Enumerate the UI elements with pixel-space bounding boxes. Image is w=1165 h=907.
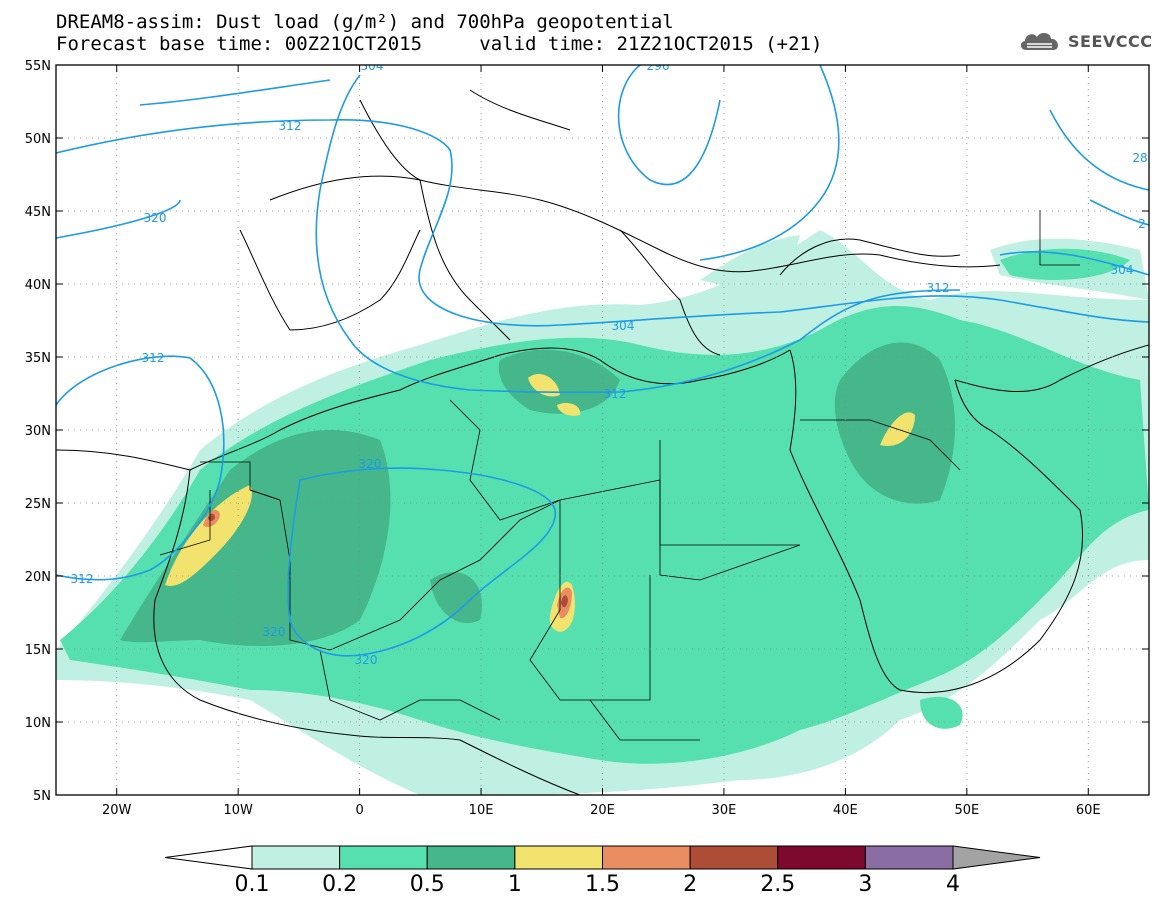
contour-label: 320 [359, 457, 382, 471]
colorbar-segment [864, 845, 954, 870]
lat-tick-label: 10N [25, 716, 51, 731]
colorbar-tick-label: 4 [946, 872, 960, 897]
lat-tick-label: 5N [33, 789, 51, 804]
lon-tick-label: 30E [712, 803, 737, 818]
contour-label: 304 [361, 59, 384, 73]
country-borders [159, 210, 1080, 741]
lon-tick-label: 10W [223, 803, 253, 818]
contour-label: 304 [612, 319, 635, 333]
coastlines [56, 89, 1149, 795]
contour-label: 312 [71, 572, 94, 586]
contour-label: 312 [927, 281, 950, 295]
graticule [56, 65, 1149, 795]
lon-tick-label: 20W [102, 803, 132, 818]
colorbar: 0.1 0.2 0.5 1 1.5 2 2.5 3 4 [164, 845, 1041, 897]
colorbar-over-arrow [952, 845, 1041, 870]
lat-tick-label: 40N [25, 278, 51, 293]
lat-tick-label: 25N [25, 497, 51, 512]
base-time-label: Forecast base time: 00Z21OCT2015 [56, 33, 423, 55]
colorbar-segment [514, 845, 603, 870]
lon-tick-label: 20E [590, 803, 615, 818]
lat-tick-label: 20N [25, 570, 51, 585]
axis-ticks: 20W 10W 0 10E 20E 30E 40E 50E 60E 55N 50N 45N 40N 35N… [25, 59, 1149, 818]
lon-tick-label: 50E [954, 803, 979, 818]
contour-label: 2 [1138, 217, 1146, 231]
cloud-icon [1020, 33, 1058, 50]
colorbar-segment [426, 845, 516, 870]
colorbar-segment [251, 845, 341, 870]
contour-label: 28 [1132, 151, 1147, 165]
colorbar-tick-label: 0.5 [410, 872, 445, 897]
contour-label: 312 [279, 119, 302, 133]
logo-text: SEEVCCC [1068, 31, 1153, 51]
colorbar-segment [689, 845, 779, 870]
lat-tick-label: 15N [25, 643, 51, 658]
contour-labels: 304 296 312 320 312 304 312 312 320 320 … [71, 59, 1148, 667]
contour-label: 296 [647, 59, 670, 73]
contour-label: 312 [604, 387, 627, 401]
valid-time-label: valid time: 21Z21OCT2015 (+21) [479, 33, 823, 55]
contour-label: 320 [263, 625, 286, 639]
colorbar-tick-label: 1 [508, 872, 522, 897]
colorbar-tick-label: 0.1 [235, 872, 270, 897]
map-title: DREAM8-assim: Dust load (g/m²) and 700hP… [56, 11, 674, 33]
contour-label: 312 [142, 351, 165, 365]
lat-tick-label: 35N [25, 351, 51, 366]
colorbar-under-arrow [164, 845, 253, 870]
colorbar-segment [339, 845, 428, 870]
geopotential-contours [56, 65, 1149, 657]
colorbar-tick-label: 2.5 [760, 872, 795, 897]
lon-tick-label: 0 [355, 803, 363, 818]
contour-label: 320 [144, 211, 167, 225]
colorbar-segment [777, 845, 866, 870]
contour-label: 304 [1111, 263, 1134, 277]
lon-tick-label: 10E [469, 803, 494, 818]
lat-tick-label: 50N [25, 132, 51, 147]
colorbar-tick-label: 1.5 [585, 872, 620, 897]
colorbar-tick-label: 0.2 [322, 872, 357, 897]
colorbar-segment [602, 845, 691, 870]
lon-tick-label: 60E [1076, 803, 1101, 818]
colorbar-tick-label: 2 [683, 872, 697, 897]
lat-tick-label: 45N [25, 205, 51, 220]
seevccc-logo: SEEVCCC [1018, 28, 1153, 54]
map-subtitle: Forecast base time: 00Z21OCT2015 valid t… [56, 34, 822, 54]
colorbar-tick-label: 3 [858, 872, 872, 897]
lat-tick-label: 55N [25, 59, 51, 74]
contour-label: 320 [355, 653, 378, 667]
lon-tick-label: 40E [833, 803, 858, 818]
lat-tick-label: 30N [25, 424, 51, 439]
